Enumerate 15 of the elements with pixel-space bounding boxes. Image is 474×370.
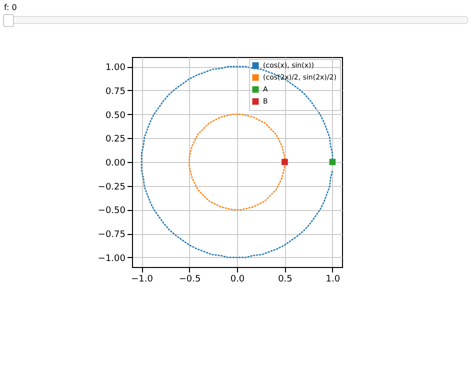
y-tick-label: 0.75: [105, 86, 126, 97]
x-tick-label: 0.0: [230, 274, 245, 284]
y-tick-label: −1.00: [98, 254, 126, 264]
x-tick-label: 0.5: [278, 274, 292, 284]
y-tick-label: −0.50: [98, 206, 126, 216]
y-tick-label: 0.00: [105, 158, 126, 168]
y-tick-label: −0.75: [98, 230, 126, 240]
y-tick-label: 0.50: [105, 110, 126, 121]
x-tick-label: −0.5: [178, 274, 201, 284]
x-tick-label: 1.0: [326, 274, 340, 284]
x-tick-label: −1.0: [131, 274, 154, 284]
text: f: 0: [4, 3, 18, 12]
y-tick-label: −0.25: [98, 182, 126, 192]
y-tick-label: 0.25: [105, 134, 126, 145]
y-tick-label: 1.00: [105, 63, 126, 74]
